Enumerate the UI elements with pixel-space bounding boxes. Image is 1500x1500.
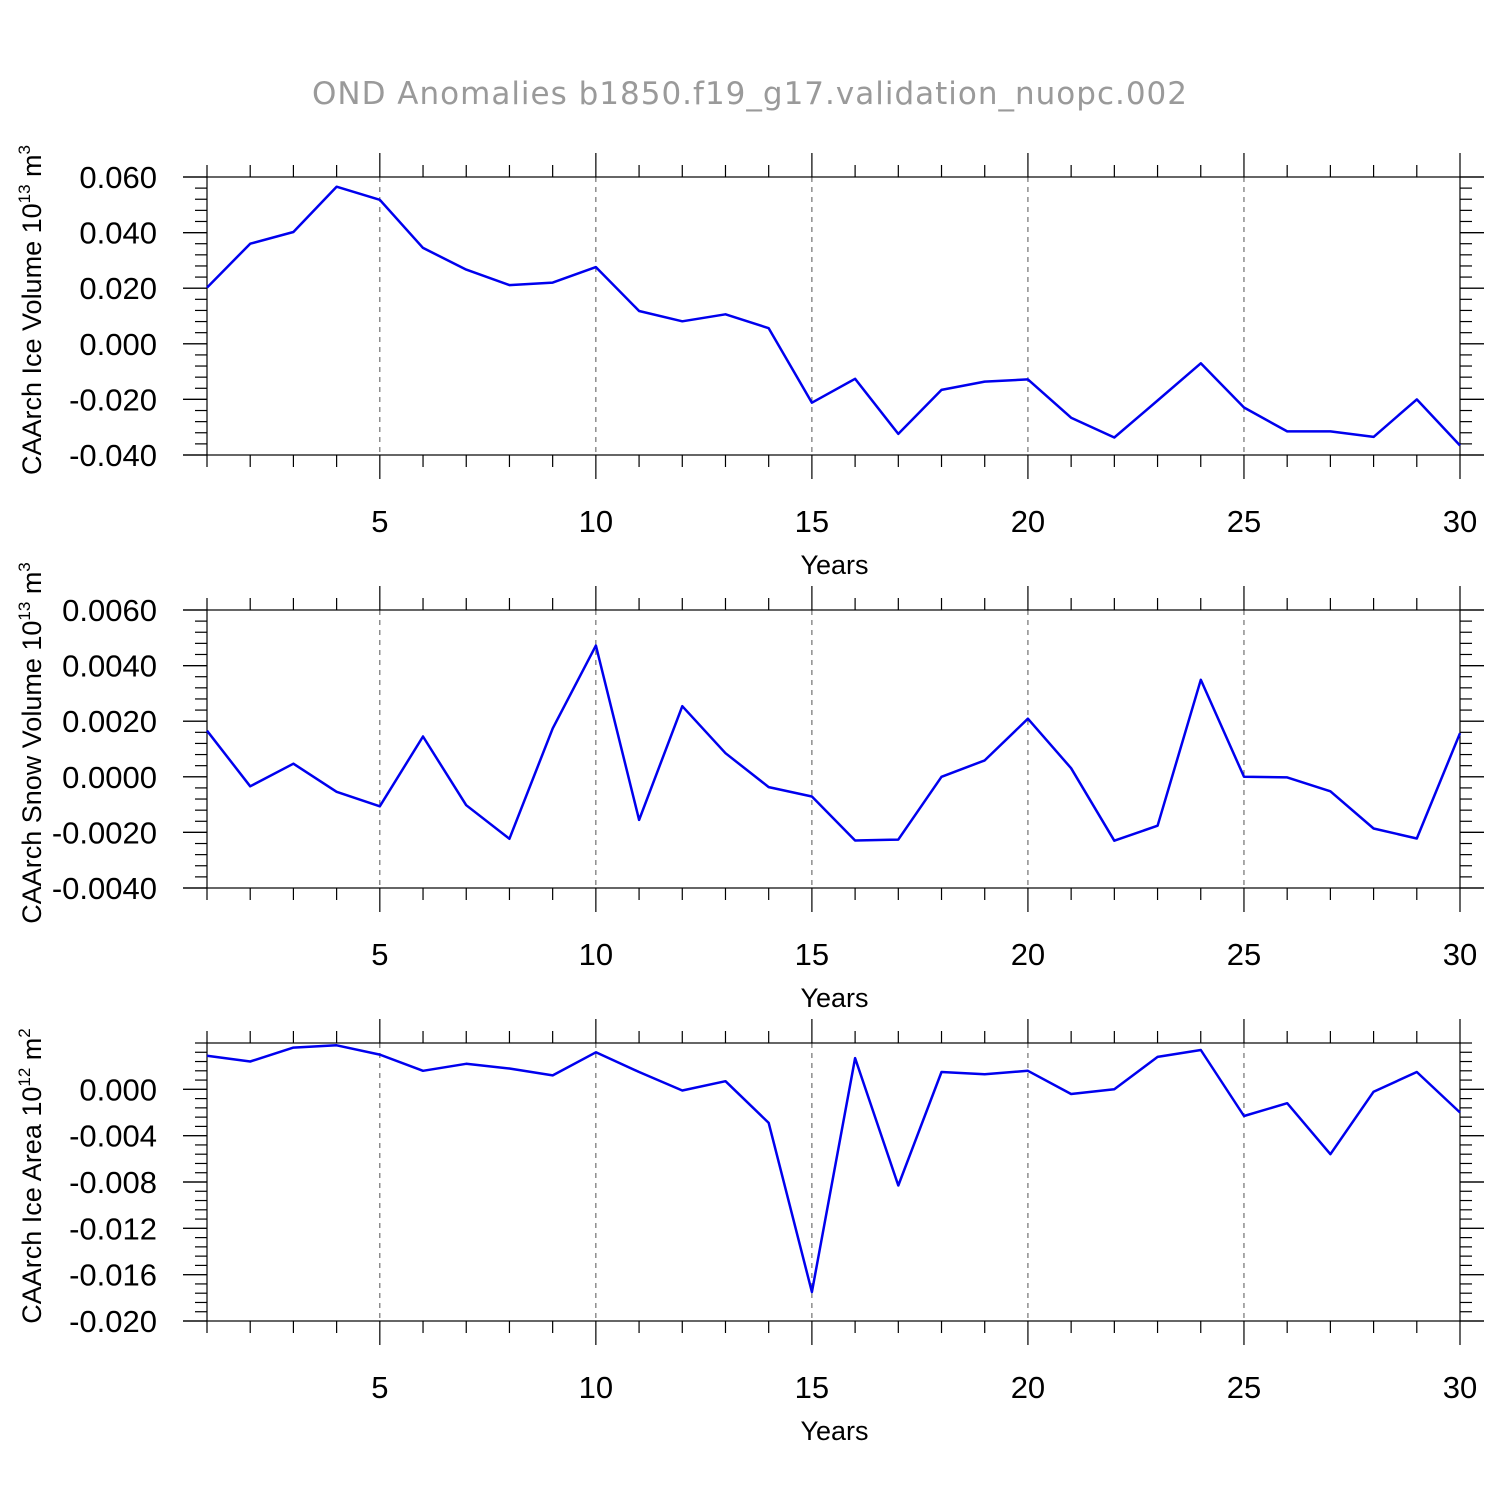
y-tick-label: 0.0000 [62, 760, 157, 795]
x-tick-label: 25 [1227, 1370, 1261, 1405]
y-axis-title-exponent: 13 [15, 602, 34, 621]
panel-3: 5 10 15 20 25 30 Years -0.020 -0.016 -0.012 -0.008… [15, 1019, 1484, 1446]
x-tick-label: 30 [1443, 937, 1477, 972]
y-axis-title-unit-exponent: 2 [15, 1028, 34, 1037]
y-axis-title: CAArch Snow Volume 1013 m3 [15, 562, 47, 924]
series-line [206, 644, 1462, 842]
y-axis-title-unit-exponent: 3 [15, 562, 34, 571]
plot-frame [206, 176, 1461, 456]
x-tick-label: 10 [579, 937, 613, 972]
y-tick-label: 0.020 [79, 271, 157, 306]
y-tick-label: -0.0020 [52, 815, 157, 850]
y-tick-label: -0.0040 [52, 871, 157, 906]
y-tick-label: 0.000 [79, 327, 157, 362]
x-tick-label: 20 [1011, 504, 1045, 539]
y-axis-title-unit: m [17, 572, 47, 602]
x-axis-title: Years [800, 1416, 868, 1446]
panel-2: 5 10 15 20 25 30 Years -0.0040 -0.0020 0.0000 0.00… [15, 562, 1484, 1013]
x-tick-label: 25 [1227, 937, 1261, 972]
plot-frame [206, 1042, 1461, 1322]
panel-1: 5 10 15 20 25 30 Years -0.040 -0.020 0.000 0.020 0.… [15, 145, 1484, 580]
x-tick-label: 15 [795, 1370, 829, 1405]
y-tick-label: 0.060 [79, 160, 157, 195]
y-axis-title: CAArch Ice Volume 1013 m3 [15, 145, 47, 475]
y-tick-label: -0.016 [69, 1258, 157, 1293]
series-line [206, 185, 1461, 447]
y-tick-label: -0.008 [69, 1165, 157, 1200]
x-axis-title: Years [800, 550, 868, 580]
y-axis-title-text: CAArch Ice Volume 10 [17, 203, 47, 475]
y-axis-title-exponent: 13 [15, 184, 34, 203]
y-tick-label: 0.0020 [62, 704, 157, 739]
y-tick-label: -0.012 [69, 1211, 157, 1246]
x-tick-label: 10 [579, 504, 613, 539]
y-tick-label: 0.000 [79, 1072, 157, 1107]
x-tick-label: 10 [579, 1370, 613, 1405]
y-axis-title-text: CAArch Ice Area 10 [17, 1087, 47, 1324]
chart-title: OND Anomalies b1850.f19_g17.validation_n… [311, 76, 1189, 112]
x-tick-label: 20 [1011, 1370, 1045, 1405]
y-axis-title: CAArch Ice Area 1012 m2 [15, 1028, 47, 1324]
y-tick-label: 0.0040 [62, 649, 157, 684]
y-axis-title-unit-exponent: 3 [15, 145, 34, 154]
y-axis-title-unit: m [17, 154, 47, 184]
y-axis-title-unit: m [17, 1038, 47, 1068]
y-tick-label: 0.0060 [62, 593, 157, 628]
x-tick-label: 20 [1011, 937, 1045, 972]
x-tick-label: 5 [371, 504, 388, 539]
x-tick-label: 15 [795, 937, 829, 972]
y-axis-title-text: CAArch Snow Volume 10 [17, 621, 47, 924]
x-tick-label: 15 [795, 504, 829, 539]
y-tick-label: -0.004 [69, 1119, 157, 1154]
x-tick-label: 5 [371, 1370, 388, 1405]
x-tick-label: 30 [1443, 1370, 1477, 1405]
series-line [206, 1044, 1461, 1294]
x-tick-label: 5 [371, 937, 388, 972]
y-axis-title-exponent: 12 [15, 1068, 34, 1087]
plot-frame [206, 609, 1461, 889]
y-tick-label: -0.020 [69, 1304, 157, 1339]
x-tick-label: 25 [1227, 504, 1261, 539]
x-axis-title: Years [800, 983, 868, 1013]
y-tick-label: -0.040 [69, 438, 157, 473]
x-tick-label: 30 [1443, 504, 1477, 539]
y-tick-label: -0.020 [69, 382, 157, 417]
y-tick-label: 0.040 [79, 216, 157, 251]
